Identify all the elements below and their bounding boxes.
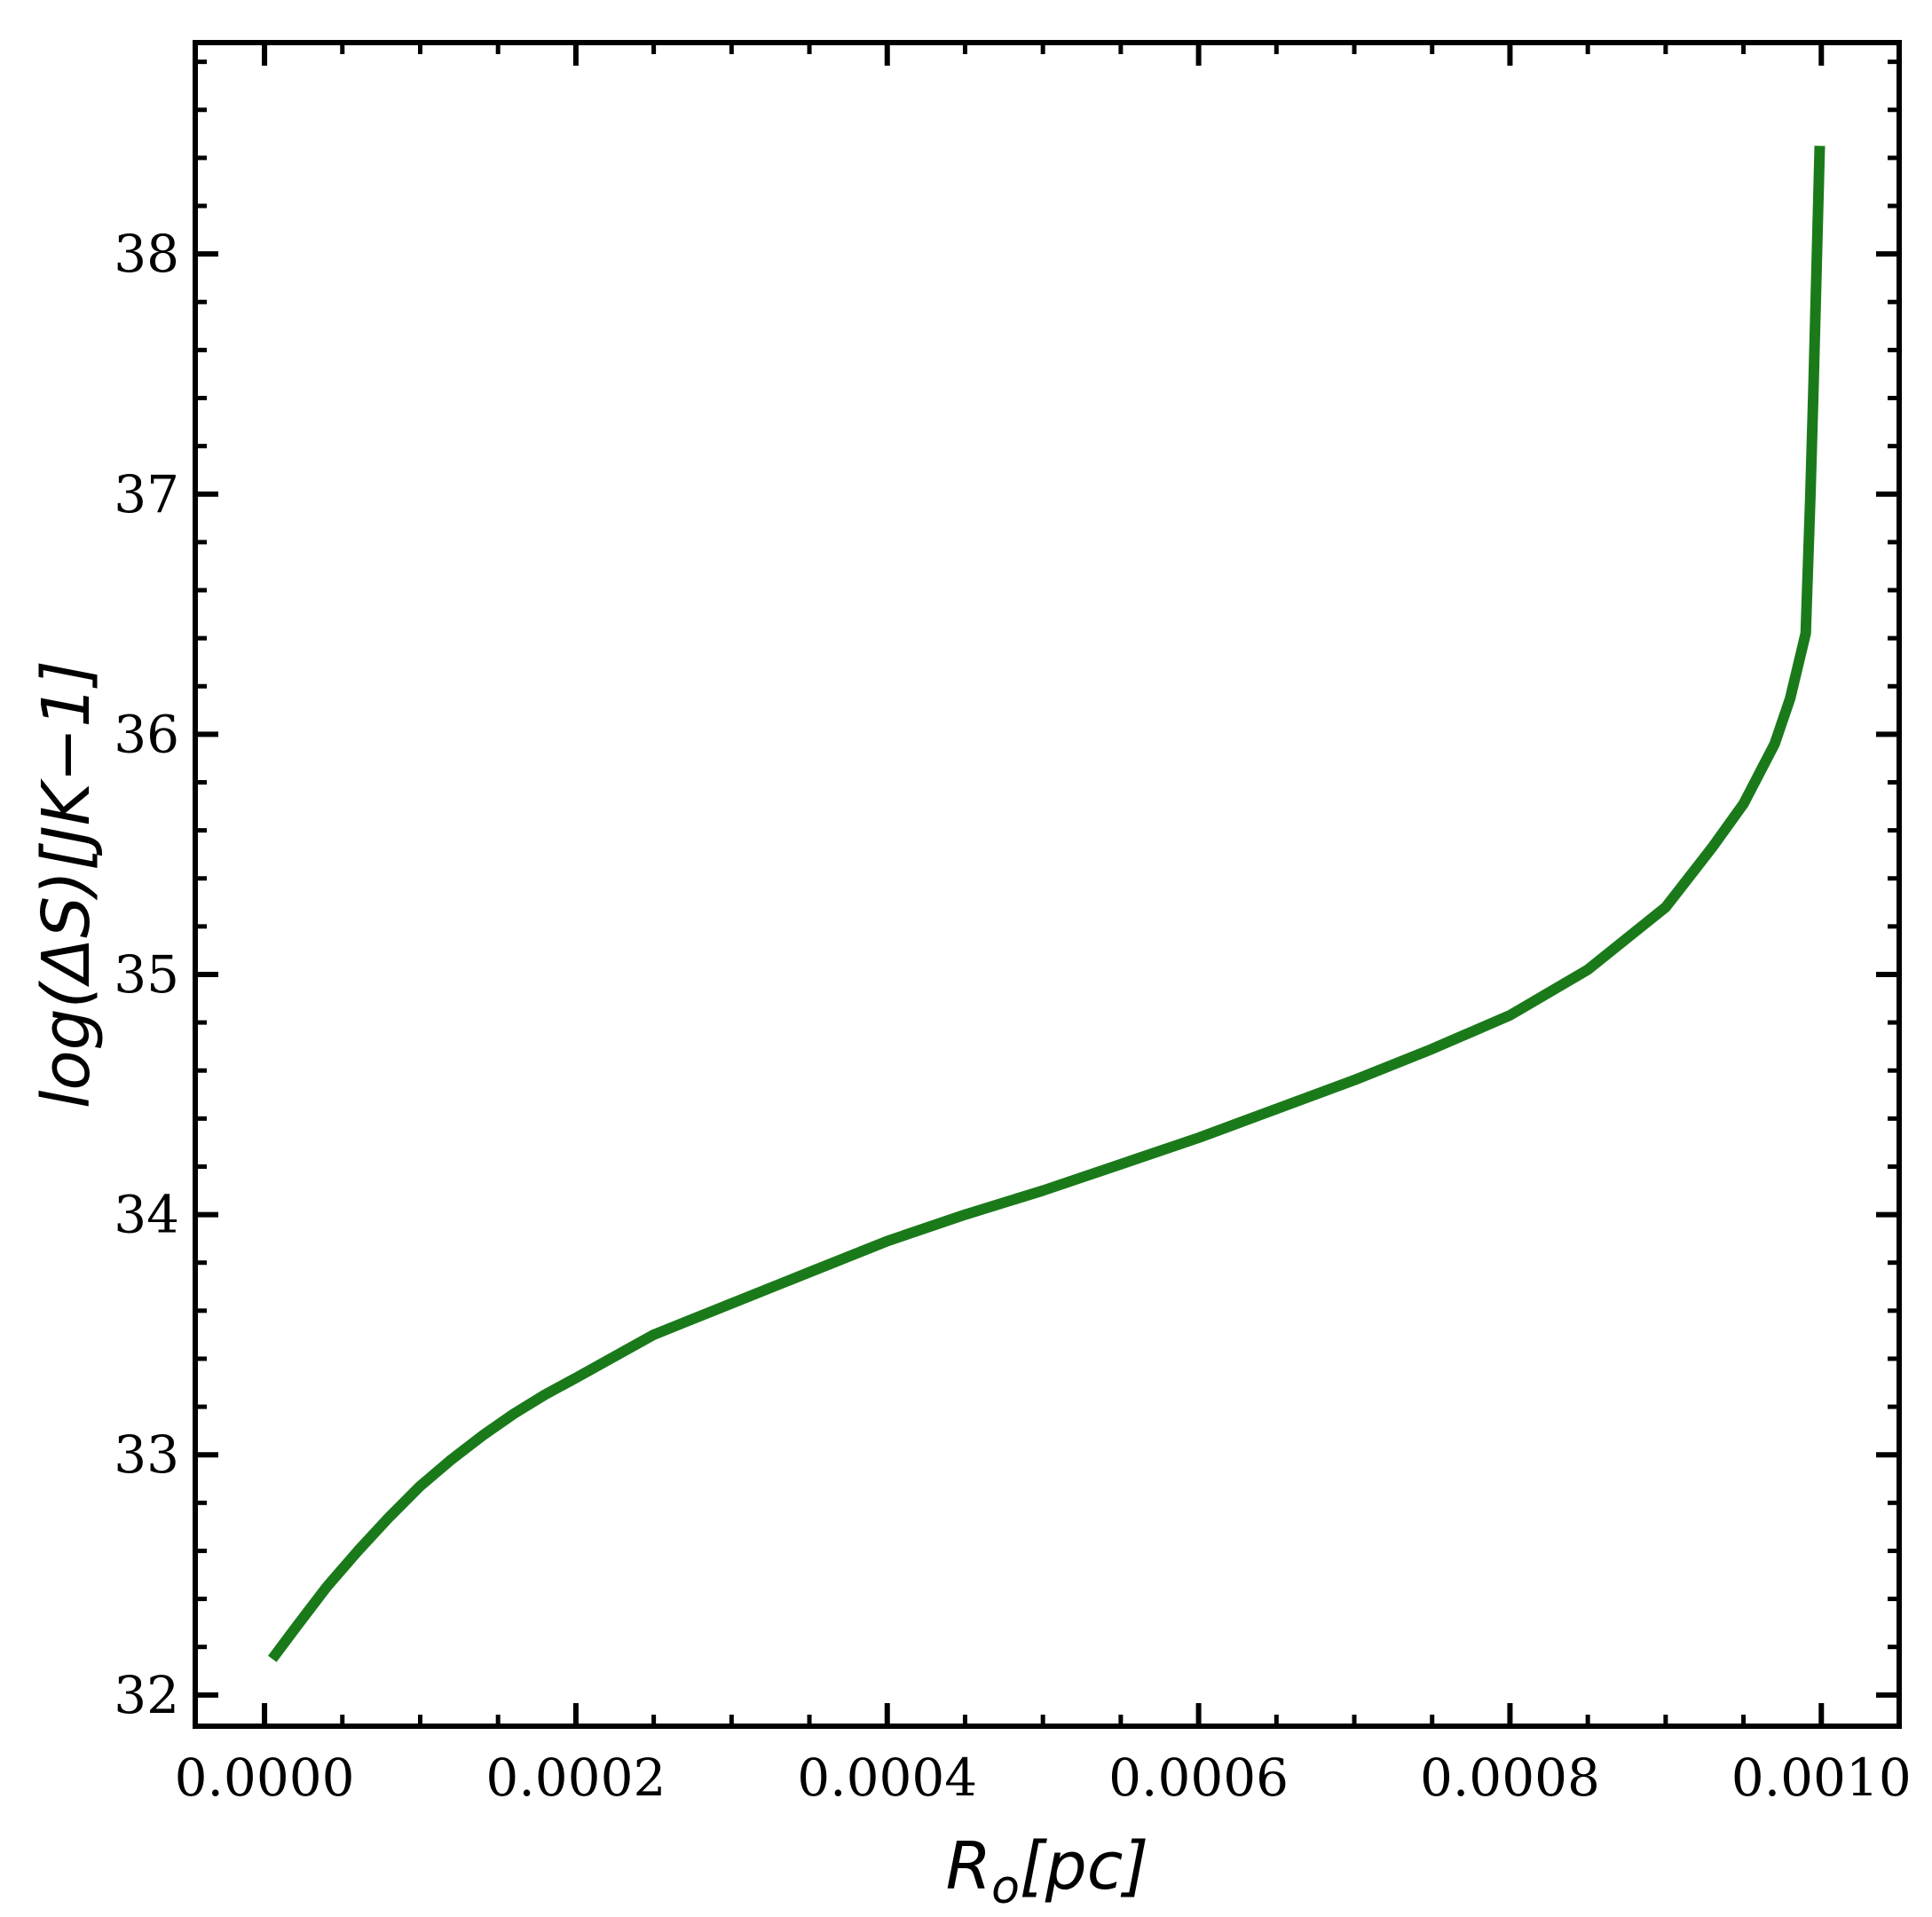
y-tick-label: 32: [114, 1665, 179, 1725]
y-tick-label: 34: [114, 1185, 179, 1245]
x-tick-label: 0.0002: [485, 1747, 666, 1808]
x-axis-label: Ro[pc]: [946, 1828, 1149, 1914]
x-axis-label-sub: o: [991, 1861, 1020, 1914]
x-axis-label-main: R: [946, 1828, 991, 1905]
x-tick-label: 0.0000: [175, 1747, 355, 1808]
x-tick-label: 0.0004: [797, 1747, 977, 1808]
y-tick-label: 38: [114, 224, 179, 284]
series-line: [267, 146, 1826, 1662]
x-tick-label: 0.0010: [1731, 1747, 1912, 1808]
x-axis-label-rest: [pc]: [1020, 1828, 1148, 1905]
y-tick-label: 36: [114, 704, 179, 764]
plot-frame: [193, 40, 1902, 1729]
y-axis-label: log(ΔS)[JK−1]: [28, 660, 105, 1108]
x-tick-label: 0.0006: [1108, 1747, 1289, 1808]
axis-tick-labels: 0.0000 0.0002 0.0004 0.0006 0.0008 0.0010 32 33…: [114, 224, 1912, 1808]
axis-ticks: [195, 43, 1902, 1726]
y-tick-label: 35: [114, 944, 179, 1005]
y-tick-label: 33: [114, 1424, 179, 1485]
series-group: [267, 146, 1826, 1662]
y-tick-label: 37: [114, 464, 179, 525]
x-tick-label: 0.0008: [1420, 1747, 1600, 1808]
